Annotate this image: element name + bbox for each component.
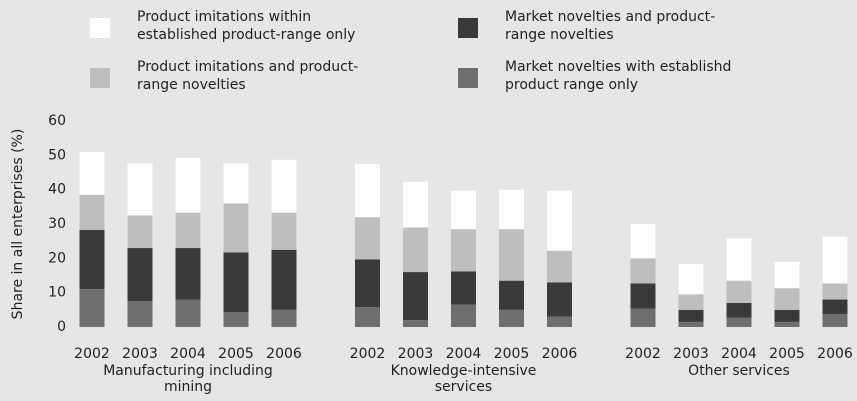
legend-swatch [458, 68, 478, 88]
bar-segment [403, 272, 428, 321]
bar-segment [175, 299, 201, 327]
bar-segment [79, 194, 105, 230]
bar-segment [630, 224, 656, 259]
legend-label: Product imitations and product-range nov… [137, 59, 359, 93]
bar-segment [547, 282, 572, 317]
y-tick-label: 10 [48, 285, 66, 301]
legend-label: Market novelties and product-range novel… [505, 9, 716, 43]
bar-segment [678, 309, 704, 322]
bar-segment [774, 309, 800, 322]
x-tick-label: 2003 [398, 346, 434, 362]
bar-segment [403, 320, 428, 327]
bar-segment [822, 283, 848, 300]
legend-swatch [458, 18, 478, 38]
bar-segment [726, 317, 752, 327]
bar-segment [678, 294, 704, 310]
y-tick-label: 20 [48, 250, 66, 266]
bar-segment [630, 258, 656, 284]
bar-segment [79, 151, 105, 195]
bar-segment [271, 212, 297, 250]
bar-segment [223, 203, 249, 253]
bar-segment [223, 312, 249, 327]
bar-segment [499, 309, 524, 327]
x-tick-label: 2005 [769, 346, 805, 362]
x-tick-label: 2004 [721, 346, 757, 362]
group-label: Manufacturing including mining [103, 363, 273, 395]
y-tick-label: 60 [48, 113, 66, 129]
y-tick-label: 40 [48, 182, 66, 198]
bar-segment [451, 304, 476, 327]
bar-segment [271, 309, 297, 327]
legend-swatch [90, 68, 110, 88]
legend-label: Market novelties with establishd product… [505, 59, 732, 93]
bar-segment [630, 283, 656, 309]
y-axis-title: Share in all enterprises (%) [10, 129, 26, 320]
bar-segment [127, 301, 153, 327]
bar-segment [271, 159, 297, 213]
bar-segment [355, 163, 380, 218]
bar-segment [175, 157, 201, 213]
bar-segment [271, 249, 297, 310]
bar-segment [547, 190, 572, 251]
bar-segment [127, 162, 153, 216]
bar-segment [774, 321, 800, 327]
bar-segment [223, 252, 249, 313]
x-tick-label: 2003 [122, 346, 158, 362]
bar-segment [175, 212, 201, 249]
bar-segment [822, 236, 848, 284]
x-tick-label: 2003 [673, 346, 709, 362]
bar-segment [127, 215, 153, 249]
bar-segment [175, 248, 201, 300]
bar-segment [822, 299, 848, 314]
bar-segment [774, 288, 800, 310]
bar-segment [726, 238, 752, 281]
bar-segment [451, 271, 476, 305]
bar-segment [726, 302, 752, 318]
bar-segment [223, 162, 249, 204]
group-label: Knowledge-intensive services [390, 363, 537, 395]
bar-segment [678, 264, 704, 295]
bar-segment [499, 189, 524, 230]
bar-segment [355, 307, 380, 327]
x-tick-label: 2006 [266, 346, 302, 362]
bar-segment [547, 316, 572, 327]
bar-segment [822, 313, 848, 327]
x-tick-label: 2006 [817, 346, 853, 362]
y-tick-label: 0 [57, 319, 66, 335]
bar-segment [547, 250, 572, 283]
bar-segment [355, 217, 380, 260]
bar-segment [451, 190, 476, 230]
x-tick-label: 2002 [350, 346, 386, 362]
bar-segment [451, 229, 476, 272]
bar-segment [355, 259, 380, 308]
bar-segment [726, 280, 752, 303]
bar-segment [403, 227, 428, 273]
y-tick-label: 50 [48, 147, 66, 163]
legend-label: Product imitations within established pr… [137, 9, 356, 43]
bar-segment [774, 261, 800, 289]
bar-segment [79, 289, 105, 327]
bar-segment [79, 229, 105, 290]
legend-swatch [90, 18, 110, 38]
x-tick-label: 2002 [74, 346, 110, 362]
x-tick-label: 2002 [625, 346, 661, 362]
bar-segment [678, 321, 704, 327]
x-tick-label: 2004 [446, 346, 482, 362]
group-label: Other services [688, 363, 790, 379]
bar-segment [127, 248, 153, 302]
bar-segment [630, 308, 656, 327]
x-tick-label: 2004 [170, 346, 206, 362]
y-tick-label: 30 [48, 216, 66, 232]
x-tick-label: 2005 [218, 346, 254, 362]
bar-segment [499, 280, 524, 310]
bar-segment [499, 229, 524, 281]
x-tick-label: 2005 [494, 346, 530, 362]
bar-segment [403, 181, 428, 228]
x-tick-label: 2006 [542, 346, 578, 362]
